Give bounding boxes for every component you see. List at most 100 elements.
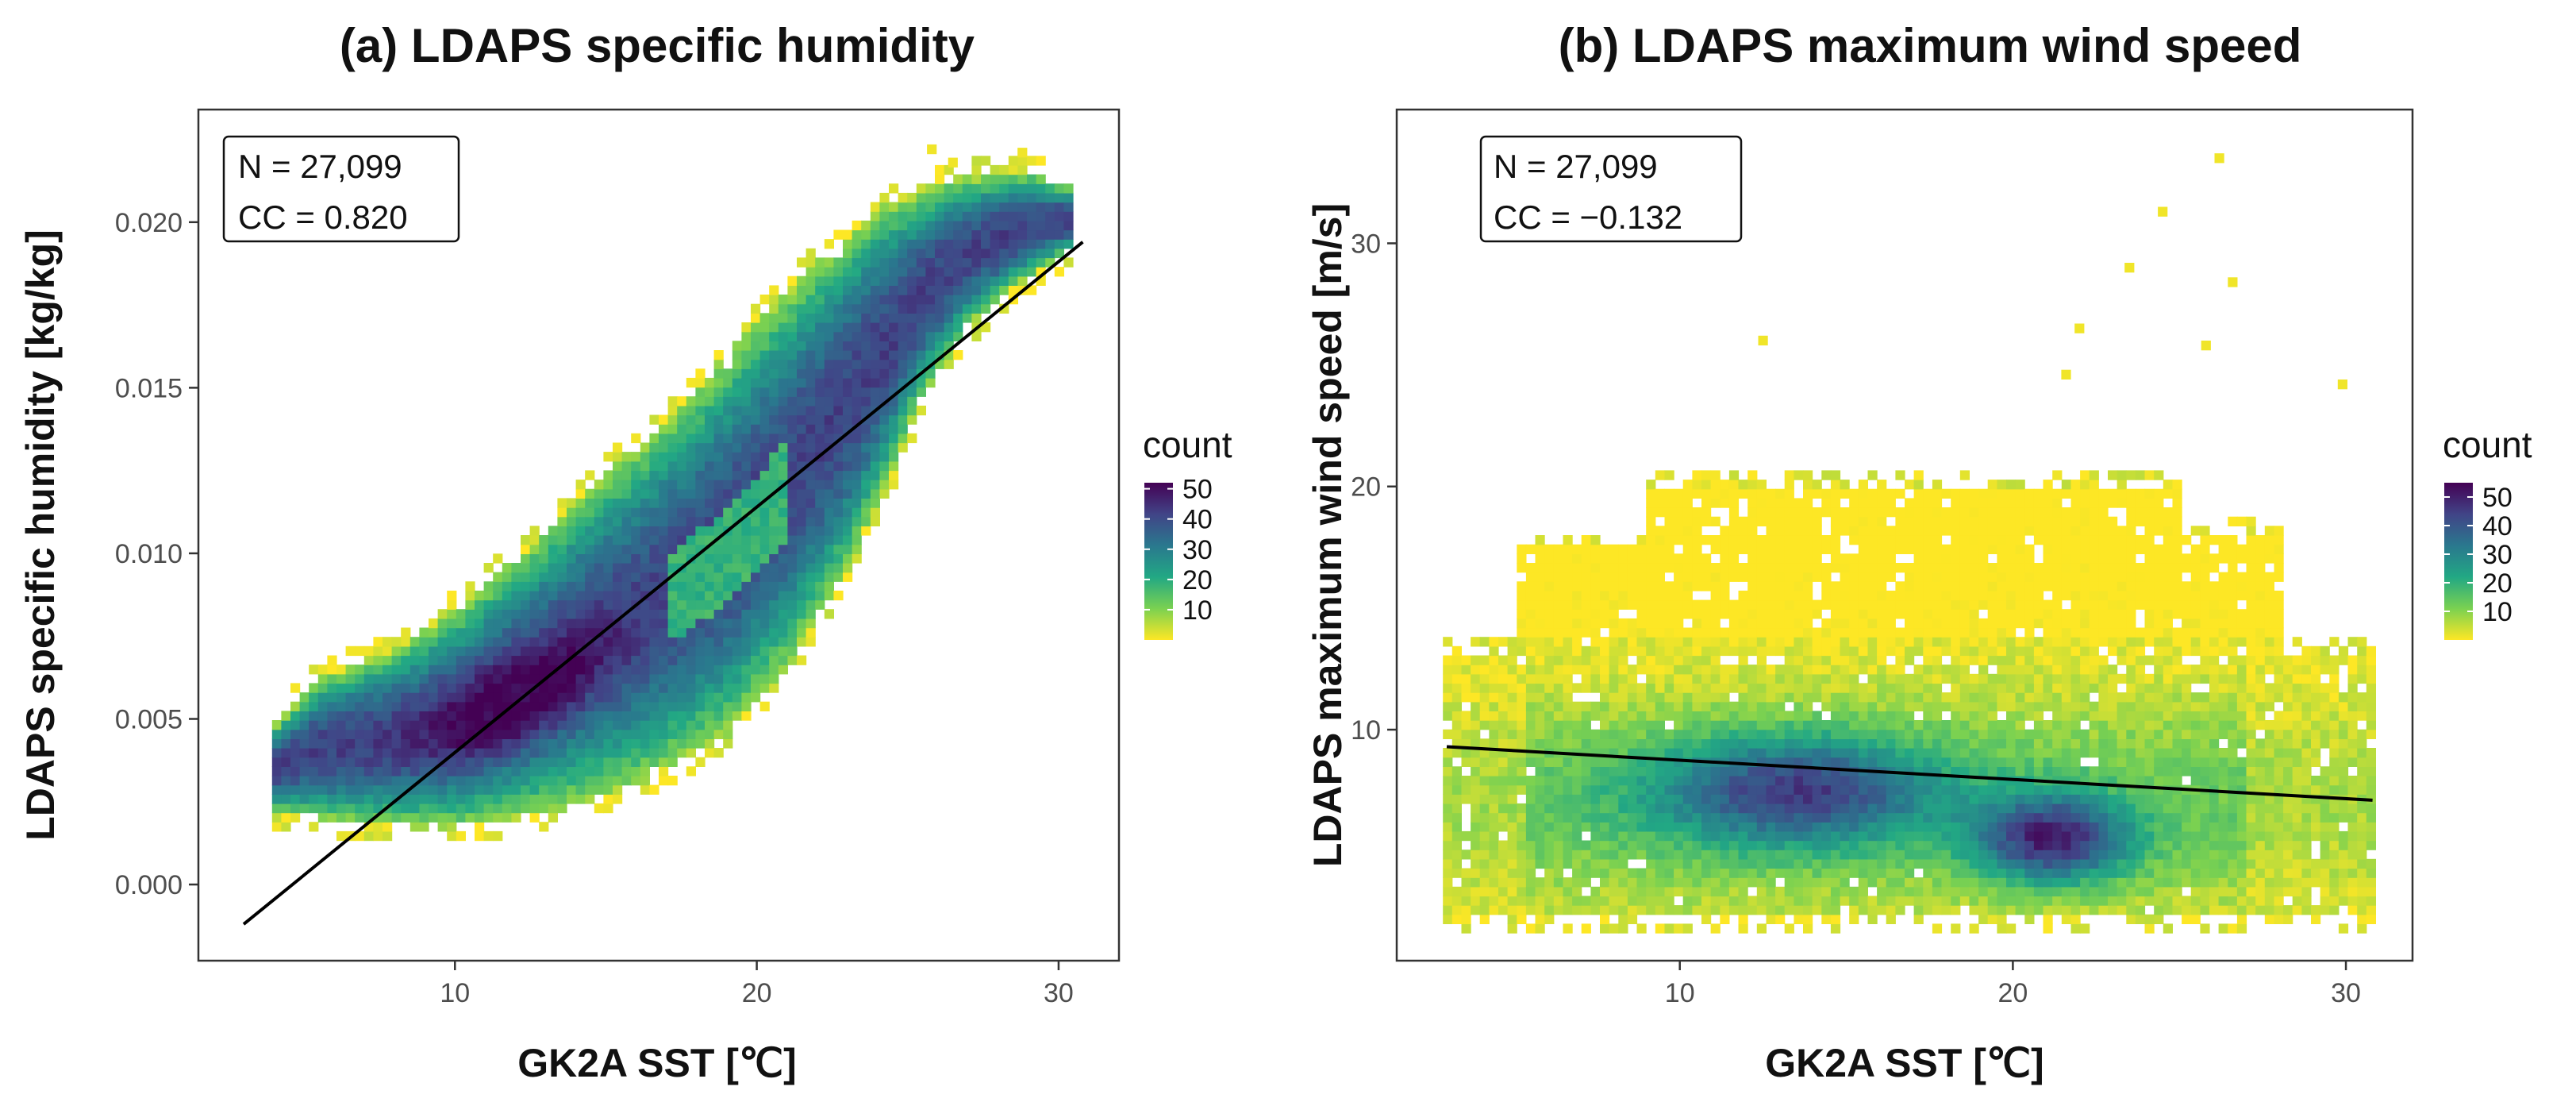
heatmap-cell: [1443, 803, 1453, 814]
heatmap-cell: [1627, 673, 1638, 684]
heatmap-cell: [686, 665, 696, 675]
heatmap-cell: [1803, 645, 1813, 657]
heatmap-cell: [741, 498, 752, 508]
heatmap-cell: [1063, 192, 1074, 203]
heatmap-cell: [805, 331, 816, 341]
heatmap-cell: [355, 748, 365, 758]
heatmap-cell: [594, 673, 604, 684]
heatmap-cell: [355, 683, 365, 693]
heatmap-cell: [916, 313, 926, 323]
heatmap-cell: [824, 581, 834, 591]
heatmap-cell: [778, 433, 788, 444]
heatmap-cell: [889, 414, 899, 425]
heatmap-cell: [1646, 581, 1656, 591]
heatmap-cell: [898, 368, 908, 379]
heatmap-cell: [1590, 896, 1601, 906]
heatmap-cell: [1849, 830, 1859, 842]
heatmap-cell: [852, 276, 862, 286]
heatmap-cell: [659, 535, 669, 545]
heatmap-cell: [1525, 858, 1536, 869]
heatmap-cell: [567, 563, 577, 573]
heatmap-cell: [1803, 488, 1813, 499]
heatmap-cell: [1461, 655, 1471, 665]
heatmap-cell: [1951, 776, 1961, 786]
heatmap-cell: [667, 673, 678, 684]
heatmap-cell: [751, 655, 761, 665]
heatmap-cell: [585, 776, 595, 786]
heatmap-cell: [1794, 868, 1804, 878]
heatmap-cell: [1849, 784, 1859, 795]
heatmap-cell: [1932, 720, 1943, 730]
heatmap-cell: [1682, 637, 1693, 647]
heatmap-cell: [1747, 581, 1758, 591]
heatmap-cell: [805, 507, 816, 518]
heatmap-cell: [815, 322, 825, 333]
heatmap-cell: [475, 637, 485, 647]
y-tick-label: 0.000: [115, 870, 183, 900]
heatmap-cell: [1525, 757, 1536, 767]
heatmap-cell: [870, 396, 880, 407]
heatmap-cell: [1609, 896, 1619, 906]
heatmap-cell: [575, 507, 586, 518]
heatmap-cell: [1563, 840, 1573, 850]
heatmap-cell: [327, 757, 337, 767]
heatmap-cell: [944, 220, 954, 231]
heatmap-cell: [1867, 905, 1878, 915]
heatmap-cell: [1027, 248, 1037, 259]
heatmap-cell: [373, 645, 383, 657]
heatmap-cell: [1923, 748, 1933, 758]
heatmap-cell: [769, 303, 779, 314]
heatmap-cell: [493, 553, 503, 564]
heatmap-cell: [631, 460, 641, 472]
heatmap-cell: [1636, 766, 1647, 776]
heatmap-cell: [1941, 599, 1951, 610]
heatmap-cell: [1784, 655, 1794, 665]
heatmap-cell: [824, 516, 834, 526]
heatmap-cell: [1701, 748, 1712, 758]
heatmap-cell: [667, 405, 678, 416]
heatmap-cell: [603, 665, 613, 675]
heatmap-cell: [833, 507, 844, 518]
heatmap-cell: [317, 738, 328, 749]
heatmap-cell: [1636, 812, 1647, 823]
heatmap-cell: [621, 480, 632, 490]
heatmap-cell: [621, 757, 632, 767]
heatmap-cell: [521, 776, 531, 786]
heatmap-cell: [465, 711, 475, 721]
heatmap-cell: [1471, 701, 1481, 711]
heatmap-cell: [373, 776, 383, 786]
heatmap-cell: [686, 572, 696, 582]
heatmap-cell: [575, 581, 586, 591]
heatmap-cell: [1692, 738, 1702, 749]
heatmap-cell: [1728, 886, 1740, 897]
heatmap-cell: [861, 387, 871, 397]
heatmap-cell: [1775, 498, 1786, 508]
heatmap-cell: [1517, 812, 1527, 823]
heatmap-cell: [677, 452, 687, 462]
heatmap-cell: [1849, 516, 1859, 526]
heatmap-cell: [1636, 609, 1647, 619]
heatmap-cell: [1923, 905, 1933, 915]
heatmap-cell: [475, 812, 485, 823]
heatmap-cell: [769, 322, 779, 333]
heatmap-cell: [1821, 896, 1832, 906]
heatmap-cell: [1840, 637, 1850, 647]
heatmap-cell: [1600, 683, 1610, 693]
heatmap-cell: [1627, 776, 1638, 786]
heatmap-cell: [1553, 886, 1563, 897]
heatmap-cell: [539, 794, 549, 804]
heatmap-cell: [631, 480, 641, 490]
heatmap-cell: [1803, 516, 1813, 526]
heatmap-cell: [1849, 914, 1859, 924]
heatmap-cell: [363, 665, 374, 675]
heatmap-cell: [1581, 535, 1591, 545]
heatmap-cell: [1932, 776, 1943, 786]
heatmap-cell: [759, 313, 770, 323]
heatmap-cell: [1941, 858, 1951, 869]
heatmap-cell: [1756, 923, 1767, 934]
heatmap-cell: [1969, 637, 1979, 647]
heatmap-cell: [1803, 711, 1813, 721]
heatmap-cell: [889, 322, 899, 333]
heatmap-cell: [713, 645, 724, 657]
heatmap-cell: [585, 766, 595, 776]
